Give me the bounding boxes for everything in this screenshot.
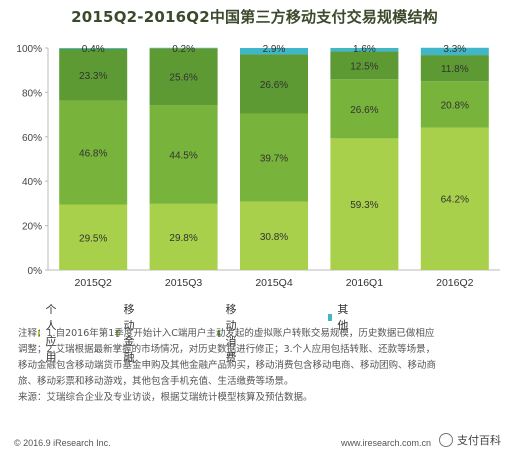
bar-segment bbox=[330, 48, 399, 52]
copyright: © 2016.9 iResearch Inc. bbox=[14, 438, 111, 448]
bar-segment bbox=[59, 48, 128, 49]
legend-label: 移动消费 bbox=[225, 303, 237, 364]
legend-swatch bbox=[328, 313, 333, 321]
data-label: 1.6% bbox=[353, 44, 376, 55]
y-tick-label: 80% bbox=[22, 88, 42, 99]
bar-segment bbox=[149, 203, 218, 270]
bar-segment bbox=[59, 48, 128, 101]
chart-title: 2015Q2-2016Q2中国第三方移动支付交易规模结构 bbox=[71, 8, 438, 26]
legend-swatch bbox=[218, 329, 221, 337]
bar-segment bbox=[420, 127, 489, 270]
data-label: 20.8% bbox=[441, 100, 469, 111]
bar-segment bbox=[240, 201, 308, 270]
data-label: 3.3% bbox=[443, 44, 466, 55]
note-line: 移动金融包含移动端货币基金申购及其他金融产品购买，移动消费包含移动电商、移动团购… bbox=[18, 360, 437, 371]
x-tick-label: 2016Q1 bbox=[346, 277, 384, 289]
y-tick-label: 100% bbox=[16, 44, 42, 55]
y-tick-label: 40% bbox=[22, 177, 42, 188]
note-line: 注释：1.自2016年第1季度开始计入C端用户主动发起的虚拟账户转账交易规模，历… bbox=[18, 328, 435, 339]
data-label: 26.6% bbox=[350, 105, 378, 116]
x-tick-label: 2015Q4 bbox=[255, 277, 293, 289]
bar-segment bbox=[240, 48, 308, 55]
y-tick-label: 20% bbox=[22, 222, 42, 233]
wechat-icon bbox=[439, 433, 453, 447]
stacked-bar-chart: 0% 20% 40% 60% 80% 100% 29.5% 46.8% 23.3% 0.4% 201… bbox=[16, 44, 500, 289]
note-line: 调整；2.艾瑞根据最新掌握的市场情况，对历史数据进行修正；3.个人应用包括转账、… bbox=[18, 344, 436, 355]
data-label: 25.6% bbox=[169, 73, 197, 84]
data-label: 39.7% bbox=[260, 154, 288, 165]
y-tick-label: 0% bbox=[28, 266, 43, 277]
legend-label: 个人应用 bbox=[45, 303, 57, 364]
bar-segment bbox=[240, 113, 308, 202]
data-label: 64.2% bbox=[441, 195, 469, 206]
data-label: 23.3% bbox=[79, 71, 107, 82]
y-tick-label: 60% bbox=[22, 133, 42, 144]
bar-segment bbox=[420, 55, 489, 82]
website: www.iresearch.com.cn bbox=[340, 438, 431, 448]
watermark-label: 支付百科 bbox=[457, 434, 501, 447]
bar-segment bbox=[330, 79, 399, 139]
x-tick-label: 2015Q2 bbox=[75, 277, 113, 289]
bar-segment bbox=[330, 51, 399, 80]
legend-item: 其他 bbox=[328, 301, 351, 333]
data-label: 26.6% bbox=[260, 80, 288, 91]
legend-item: 移动金融 bbox=[116, 301, 139, 365]
legend-item: 个人应用 bbox=[38, 301, 61, 365]
data-label: 46.8% bbox=[79, 149, 107, 160]
legend-item: 移动消费 bbox=[218, 301, 241, 365]
data-label: 0.2% bbox=[172, 44, 195, 55]
legend-swatch bbox=[116, 329, 119, 337]
bar-segment bbox=[149, 48, 218, 106]
bar-segment bbox=[59, 100, 128, 205]
note-line: 旅、移动彩票和移动游戏，其他包含手机充值、生活缴费等场景。 bbox=[18, 376, 294, 387]
legend-swatch bbox=[38, 329, 41, 337]
data-label: 2.9% bbox=[263, 44, 286, 55]
bar-segment bbox=[420, 81, 489, 128]
data-label: 29.5% bbox=[79, 233, 107, 244]
data-label: 12.5% bbox=[350, 61, 378, 72]
data-label: 44.5% bbox=[169, 150, 197, 161]
data-label: 30.8% bbox=[260, 232, 288, 243]
x-tick-label: 2016Q2 bbox=[436, 277, 474, 289]
data-label: 0.4% bbox=[82, 44, 105, 55]
bar-segment bbox=[240, 54, 308, 114]
x-tick-label: 2015Q3 bbox=[165, 277, 203, 289]
watermark: 支付百科 bbox=[439, 432, 501, 448]
bar-segment bbox=[420, 47, 489, 56]
bar-segment bbox=[330, 138, 399, 270]
note-line: 来源：艾瑞综合企业及专业访谈，根据艾瑞统计模型核算及预估数据。 bbox=[18, 392, 313, 403]
data-label: 29.8% bbox=[169, 233, 197, 244]
notes: 注释：1.自2016年第1季度开始计入C端用户主动发起的虚拟账户转账交易规模，历… bbox=[18, 326, 498, 406]
data-label: 11.8% bbox=[441, 64, 469, 75]
legend-label: 移动金融 bbox=[123, 303, 135, 364]
bar-segment bbox=[149, 105, 218, 204]
legend-label: 其他 bbox=[337, 303, 349, 332]
bar-segment bbox=[59, 204, 128, 270]
data-label: 59.3% bbox=[350, 200, 378, 211]
